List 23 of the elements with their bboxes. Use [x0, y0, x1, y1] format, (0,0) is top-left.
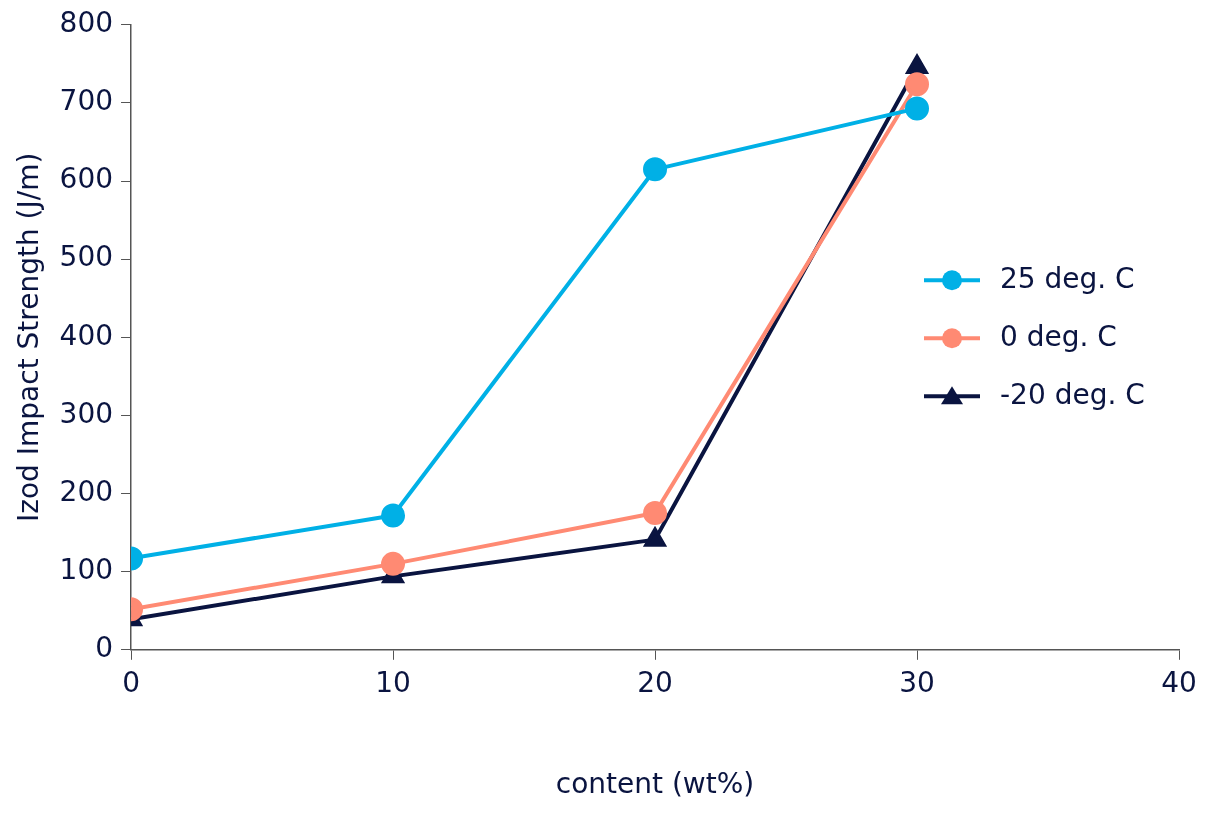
x-axis-title: content (wt%)	[555, 767, 755, 801]
point	[643, 501, 668, 526]
y-axis-title: Izod Impact Strength (J/m)	[12, 152, 46, 522]
y-tick-label: 0	[95, 631, 114, 665]
y-tick-label: 100	[59, 552, 114, 586]
y-tick-label: 400	[59, 318, 114, 352]
x-tick-label: 40	[1161, 665, 1197, 699]
legend-label: -20 deg. C	[1000, 377, 1145, 411]
legend-label: 0 deg. C	[1000, 319, 1117, 353]
y-tick-label: 200	[59, 474, 114, 508]
x-tick-label: 30	[899, 665, 935, 699]
y-tick-label: 700	[59, 84, 114, 118]
y-tick-label: 500	[59, 240, 114, 274]
legend-label: 25 deg. C	[1000, 261, 1135, 295]
y-tick-label: 800	[59, 6, 114, 40]
x-tick-label: 10	[375, 665, 411, 699]
y-tick-label: 300	[59, 396, 114, 430]
x-tick-label: 0	[122, 665, 140, 699]
x-tick-label: 20	[637, 665, 673, 699]
point	[905, 96, 930, 121]
point	[643, 157, 668, 182]
y-tick-label: 600	[59, 162, 114, 196]
point	[905, 72, 930, 97]
